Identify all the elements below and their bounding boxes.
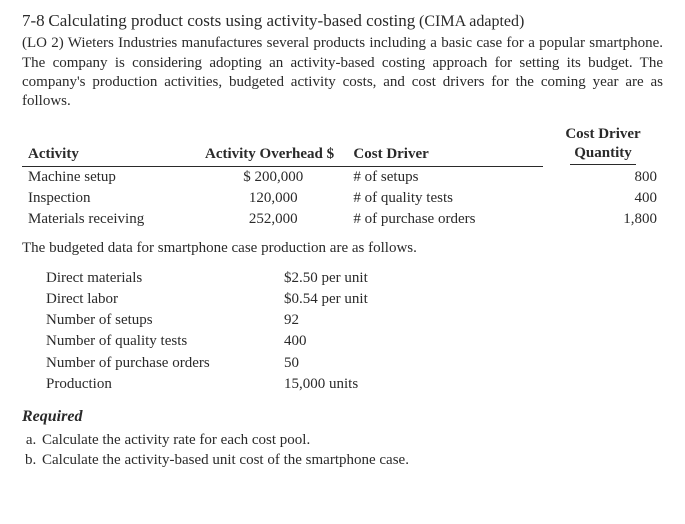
cell-label: Direct labor — [46, 289, 284, 310]
th-quantity-line2: Quantity — [570, 144, 636, 164]
cell-activity: Materials receiving — [22, 209, 199, 230]
exercise-number: 7-8 — [22, 11, 45, 30]
exercise-heading: 7-8 Calculating product costs using acti… — [22, 10, 663, 32]
cell-driver: # of setups — [347, 167, 543, 189]
cell-overhead: 120,000 — [199, 188, 347, 209]
th-activity: Activity — [22, 125, 199, 166]
table-row: Direct labor $0.54 per unit — [46, 289, 376, 310]
activity-cost-table: Activity Activity Overhead $ Cost Driver… — [22, 125, 663, 230]
intro-paragraph: (LO 2) Wieters Industries manufactures s… — [22, 34, 663, 111]
cell-label: Number of purchase orders — [46, 353, 284, 374]
table-row: Number of purchase orders 50 — [46, 353, 376, 374]
cell-overhead: 252,000 — [199, 209, 347, 230]
cell-qty: 400 — [543, 188, 663, 209]
required-item: Calculate the activity-based unit cost o… — [40, 451, 663, 471]
table-row: Number of quality tests 400 — [46, 331, 376, 352]
table-row: Direct materials $2.50 per unit — [46, 268, 376, 289]
budgeted-data-table: Direct materials $2.50 per unit Direct l… — [46, 268, 376, 395]
cell-qty: 1,800 — [543, 209, 663, 230]
required-list: Calculate the activity rate for each cos… — [22, 431, 663, 470]
cell-driver: # of quality tests — [347, 188, 543, 209]
required-heading: Required — [22, 407, 663, 427]
cell-value: $0.54 per unit — [284, 289, 376, 310]
cell-label: Production — [46, 374, 284, 395]
cell-value: 15,000 units — [284, 374, 376, 395]
table-row: Inspection 120,000 # of quality tests 40… — [22, 188, 663, 209]
cell-overhead: $ 200,000 — [199, 167, 347, 189]
mid-paragraph: The budgeted data for smartphone case pr… — [22, 239, 663, 258]
cell-value: 92 — [284, 310, 376, 331]
cell-qty: 800 — [543, 167, 663, 189]
th-overhead: Activity Overhead $ — [199, 125, 347, 166]
table-row: Production 15,000 units — [46, 374, 376, 395]
required-item: Calculate the activity rate for each cos… — [40, 431, 663, 451]
cell-value: 400 — [284, 331, 376, 352]
cell-activity: Machine setup — [22, 167, 199, 189]
cell-value: 50 — [284, 353, 376, 374]
table-row: Materials receiving 252,000 # of purchas… — [22, 209, 663, 230]
cell-label: Number of setups — [46, 310, 284, 331]
cell-activity: Inspection — [22, 188, 199, 209]
cell-label: Direct materials — [46, 268, 284, 289]
cell-driver: # of purchase orders — [347, 209, 543, 230]
exercise-adapted: (CIMA adapted) — [419, 13, 524, 30]
cell-label: Number of quality tests — [46, 331, 284, 352]
table-row: Machine setup $ 200,000 # of setups 800 — [22, 167, 663, 189]
exercise-title: Calculating product costs using activity… — [48, 11, 415, 30]
th-driver: Cost Driver — [347, 125, 543, 166]
cell-value: $2.50 per unit — [284, 268, 376, 289]
exercise-page: 7-8 Calculating product costs using acti… — [0, 0, 685, 524]
th-quantity: Cost Driver Quantity — [543, 125, 663, 166]
table-row: Number of setups 92 — [46, 310, 376, 331]
th-quantity-line1: Cost Driver — [565, 126, 640, 142]
